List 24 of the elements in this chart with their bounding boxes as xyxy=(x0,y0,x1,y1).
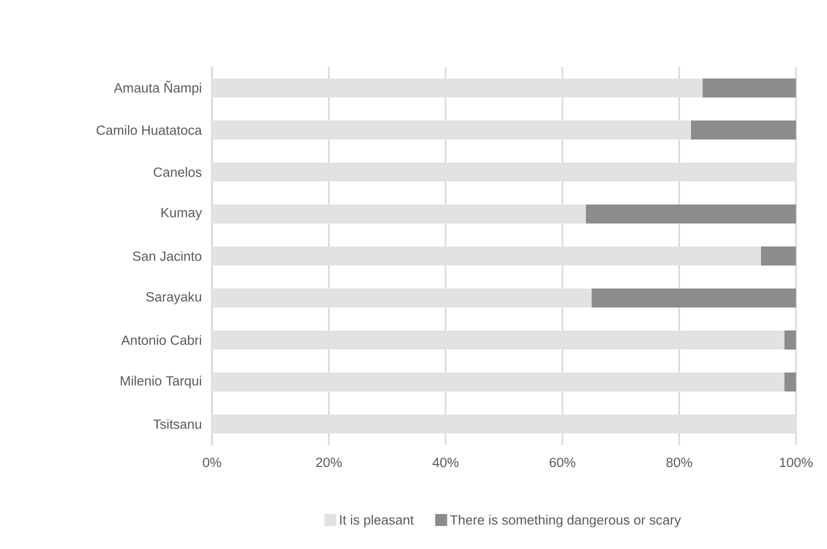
legend-label: It is pleasant xyxy=(340,514,414,528)
bar xyxy=(760,246,796,266)
legend-label: There is something dangerous or scary xyxy=(450,514,681,528)
bar xyxy=(586,204,796,224)
bar xyxy=(592,288,796,308)
bar xyxy=(702,78,796,98)
bar xyxy=(690,120,796,140)
y-tick-label: Kumay xyxy=(162,208,202,220)
bar xyxy=(784,330,796,350)
y-tick-label: Milenio Tarqui xyxy=(120,376,202,388)
x-tick-label: 40% xyxy=(432,458,458,468)
y-tick-label: Canelos xyxy=(154,167,202,177)
y-tick-label: Amauta Ñampi xyxy=(114,80,202,96)
x-tick-label: 0% xyxy=(202,458,222,468)
x-tick-label: 60% xyxy=(550,458,576,468)
y-tick-label: Sarayaku xyxy=(146,292,202,304)
x-tick-label: 20% xyxy=(316,458,342,468)
x-tick-label: 100% xyxy=(780,458,813,468)
y-tick-label: Antonio Cabri xyxy=(121,335,202,345)
y-tick-label: Camilo Huatatoca xyxy=(96,125,202,135)
bar xyxy=(784,372,796,392)
y-tick-label: Tsitsanu xyxy=(153,419,202,429)
y-tick-label: San Jacinto xyxy=(132,251,202,261)
x-tick-label: 80% xyxy=(666,458,692,468)
